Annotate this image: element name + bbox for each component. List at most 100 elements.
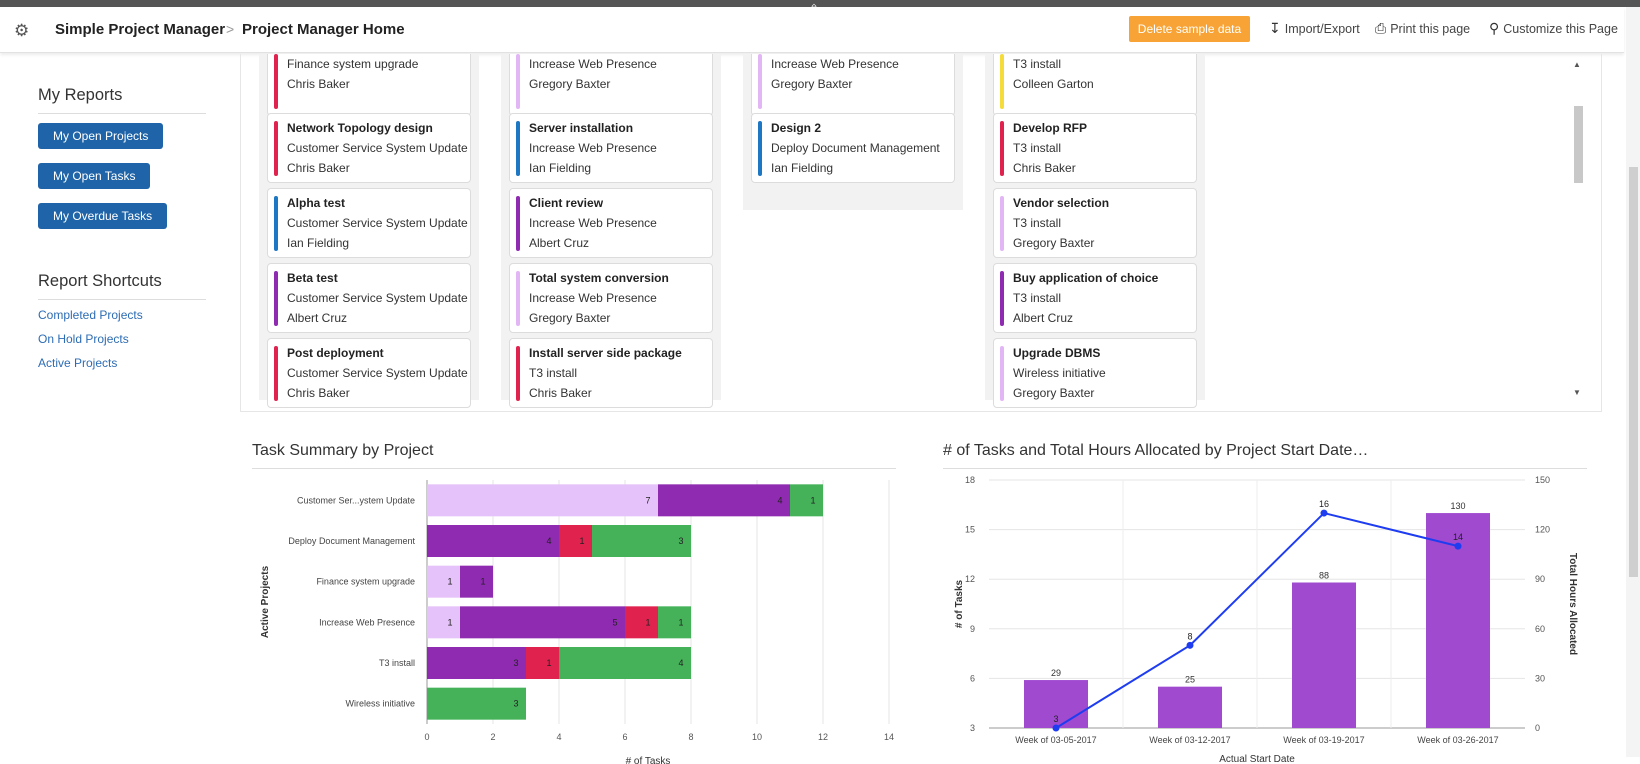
bar: [1024, 680, 1088, 728]
line-data-label: 8: [1187, 631, 1192, 641]
task-color-bar: [1000, 271, 1004, 326]
task-project: T3 install: [1013, 141, 1062, 155]
bar-segment: [427, 484, 658, 517]
magnifier-icon: ⚲: [1489, 20, 1500, 36]
bar-segment: [427, 687, 526, 720]
task-summary-chart-title: Task Summary by Project: [252, 442, 434, 459]
task-owner: Colleen Garton: [1013, 77, 1094, 91]
task-project: Increase Web Presence: [529, 216, 657, 230]
task-card[interactable]: Network Topology design Customer Service…: [267, 113, 471, 183]
breadcrumb-app[interactable]: Simple Project Manager: [55, 21, 226, 38]
line-point: [1320, 509, 1328, 517]
y-right-tick-label: 0: [1535, 723, 1540, 733]
bar-data-label: 25: [1185, 675, 1195, 685]
task-owner: Albert Cruz: [287, 311, 348, 325]
active-projects-link[interactable]: Active Projects: [38, 356, 118, 370]
task-owner: Chris Baker: [287, 386, 350, 400]
import-export-link[interactable]: ↧ Import/Export: [1269, 20, 1360, 37]
task-card[interactable]: Develop RFP T3 install Chris Baker: [993, 113, 1197, 183]
data-label: 1: [678, 617, 683, 627]
bar-data-label: 88: [1319, 571, 1329, 581]
my-open-tasks-button[interactable]: My Open Tasks: [38, 163, 151, 189]
x-tick-label: 12: [818, 732, 828, 742]
task-card[interactable]: Design 2 Deploy Document Management Ian …: [751, 113, 955, 183]
task-card[interactable]: Install server side package T3 install C…: [509, 338, 713, 408]
y-right-tick-label: 30: [1535, 673, 1545, 683]
scroll-up-icon[interactable]: ▲: [1573, 60, 1581, 69]
line-point: [1186, 641, 1194, 649]
task-project: Customer Service System Update: [287, 141, 468, 155]
y-left-tick-label: 12: [965, 574, 975, 584]
bar-segment: [658, 484, 790, 517]
task-card[interactable]: Upgrade DBMS Wireless initiative Gregory…: [993, 338, 1197, 408]
task-project: Finance system upgrade: [287, 57, 419, 71]
x-tick-label: Week of 03-12-2017: [1149, 735, 1230, 745]
task-card[interactable]: Finance system upgrade Chris Baker: [267, 54, 471, 116]
task-card[interactable]: Buy application of choice T3 install Alb…: [993, 263, 1197, 333]
task-owner: Gregory Baxter: [771, 77, 853, 91]
print-page-link[interactable]: ⎙ Print this page: [1375, 20, 1470, 37]
scrollbar-thumb[interactable]: [1574, 106, 1583, 183]
y-left-tick-label: 3: [970, 723, 975, 733]
report-shortcuts-title: Report Shortcuts: [38, 272, 162, 290]
gear-icon[interactable]: ⚙: [14, 21, 30, 40]
completed-projects-link[interactable]: Completed Projects: [38, 308, 143, 322]
divider: [943, 468, 1587, 469]
my-overdue-tasks-button[interactable]: My Overdue Tasks: [38, 203, 168, 229]
x-tick-label: 0: [424, 732, 429, 742]
task-project: Increase Web Presence: [529, 141, 657, 155]
x-axis-label: # of Tasks: [626, 756, 671, 764]
bar-segment: [427, 647, 526, 679]
task-title: Client review: [529, 196, 604, 210]
bar-segment: [625, 606, 658, 639]
bar-segment: [658, 606, 691, 639]
scroll-down-icon[interactable]: ▼: [1573, 388, 1581, 397]
page-scrollbar-thumb[interactable]: [1629, 167, 1638, 577]
line-point: [1454, 542, 1462, 550]
task-project: Deploy Document Management: [771, 141, 940, 155]
y-right-tick-label: 90: [1535, 574, 1545, 584]
task-color-bar: [516, 121, 520, 176]
hours-by-start-date-chart: 3 6 9 12 15 18 0 30 60 90 120 150 29 Week of 03-05-20…: [954, 475, 1578, 764]
data-label: 1: [579, 536, 584, 546]
bar-segment: [592, 525, 691, 557]
y-tick-label: T3 install: [379, 658, 415, 668]
board-scrollbar[interactable]: ▲ ▼: [1572, 58, 1584, 398]
y-right-tick-label: 150: [1535, 475, 1550, 485]
task-card[interactable]: Server installation Increase Web Presenc…: [509, 113, 713, 183]
task-owner: Gregory Baxter: [529, 77, 611, 91]
task-card[interactable]: Total system conversion Increase Web Pre…: [509, 263, 713, 333]
task-owner: Ian Fielding: [287, 236, 350, 250]
task-card[interactable]: Vendor selection T3 install Gregory Baxt…: [993, 188, 1197, 258]
task-owner: Chris Baker: [287, 77, 350, 91]
task-title: Network Topology design: [287, 121, 433, 135]
task-title: Design 2: [771, 121, 822, 135]
data-label: 5: [612, 617, 617, 627]
task-card[interactable]: Client review Increase Web Presence Albe…: [509, 188, 713, 258]
bar-segment: [526, 647, 559, 679]
customize-page-link[interactable]: ⚲ Customize this Page: [1489, 20, 1618, 37]
task-owner: Chris Baker: [1013, 161, 1076, 175]
task-card[interactable]: Beta test Customer Service System Update…: [267, 263, 471, 333]
data-label: 1: [480, 577, 485, 587]
task-card[interactable]: Increase Web Presence Gregory Baxter: [509, 54, 713, 116]
line-data-label: 16: [1319, 499, 1329, 509]
task-card[interactable]: Alpha test Customer Service System Updat…: [267, 188, 471, 258]
task-title: Vendor selection: [1013, 196, 1110, 210]
task-card[interactable]: T3 install Colleen Garton: [993, 54, 1197, 116]
x-tick-label: Week of 03-26-2017: [1417, 735, 1498, 745]
on-hold-projects-link[interactable]: On Hold Projects: [38, 332, 129, 346]
task-owner: Gregory Baxter: [1013, 386, 1095, 400]
bar-segment: [559, 647, 691, 679]
task-card[interactable]: Post deployment Customer Service System …: [267, 338, 471, 408]
page-header: ⚙ Simple Project Manager > Project Manag…: [0, 7, 1624, 53]
my-open-projects-button[interactable]: My Open Projects: [38, 123, 164, 149]
task-card[interactable]: Increase Web Presence Gregory Baxter: [751, 54, 955, 116]
bar-data-label: 130: [1450, 501, 1465, 511]
delete-sample-data-button[interactable]: Delete sample data: [1129, 16, 1250, 42]
y-tick-label: Increase Web Presence: [319, 617, 415, 627]
page-scrollbar[interactable]: [1626, 7, 1640, 757]
task-color-bar: [516, 271, 520, 326]
task-project: T3 install: [529, 366, 578, 380]
y-right-tick-label: 120: [1535, 525, 1550, 535]
